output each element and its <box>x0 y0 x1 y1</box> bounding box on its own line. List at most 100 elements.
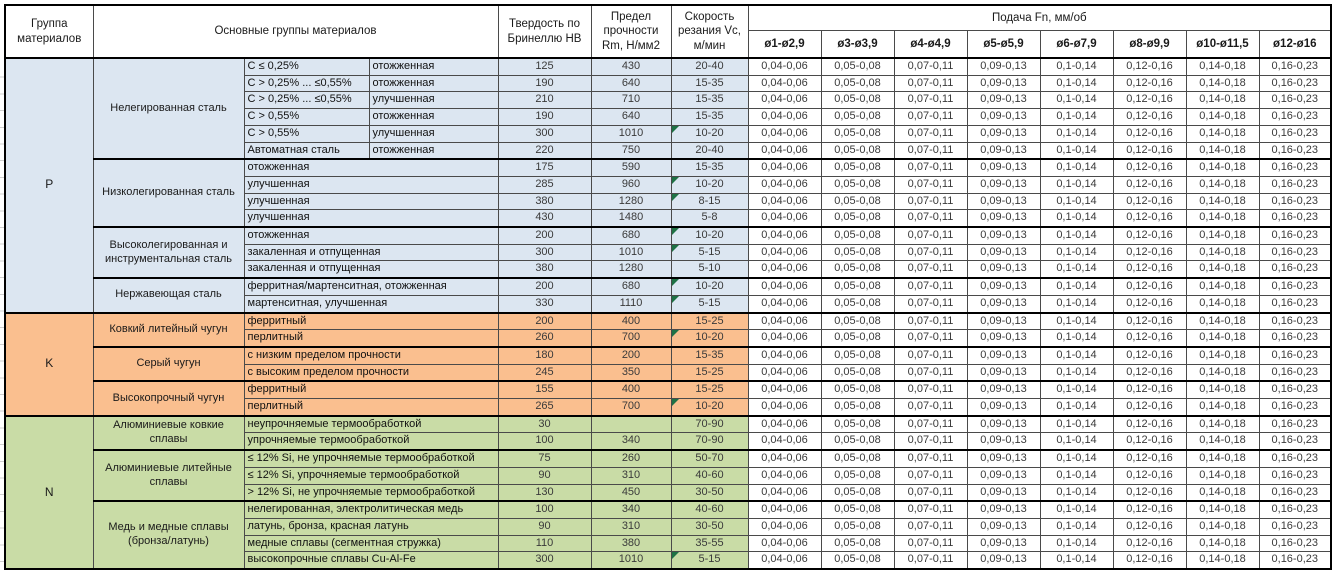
table-header: Группа материалов Основные группы матери… <box>4 4 1332 59</box>
rm-value-cell: 1010 <box>590 243 672 262</box>
vc-value-cell: 15-25 <box>670 380 749 400</box>
vc-value-cell: 15-35 <box>670 108 749 126</box>
table-row: улучшенная 430 1480 5-8 0,04-0,06 0,05-0,08 0,… <box>5 209 1332 229</box>
hb-value-cell: 190 <box>497 108 592 126</box>
feed-value-cell: 0,12-0,16 <box>1112 312 1187 331</box>
hb-value-cell: 30 <box>497 415 592 434</box>
material-desc-cell: закаленная и отпущенная <box>243 260 499 280</box>
comment-marker-icon <box>672 552 679 560</box>
feed-value-cell: 0,16-0,23 <box>1258 209 1332 229</box>
feed-value-cell: 0,05-0,08 <box>820 260 895 280</box>
hb-value-cell: 285 <box>497 175 592 194</box>
feed-value-cell: 0,14-0,18 <box>1185 294 1260 314</box>
hb-value-cell: 200 <box>497 277 592 296</box>
feed-value-cell: 0,09-0,13 <box>966 483 1041 503</box>
feed-value-cell: 0,04-0,06 <box>747 141 822 161</box>
feed-value-cell: 0,07-0,11 <box>893 551 968 570</box>
hb-value-cell: 190 <box>497 74 592 93</box>
feed-value-cell: 0,16-0,23 <box>1258 108 1332 126</box>
feed-value-cell: 0,16-0,23 <box>1258 329 1332 348</box>
feed-value-cell: 0,1-0,14 <box>1039 312 1114 331</box>
hb-value-cell: 125 <box>497 57 592 76</box>
feed-value-cell: 0,1-0,14 <box>1039 380 1114 400</box>
hb-value-cell: 210 <box>497 91 592 110</box>
material-desc-cell: перлитный <box>243 398 499 417</box>
feed-value-cell: 0,04-0,06 <box>747 124 822 143</box>
rm-value-cell: 1280 <box>590 260 672 280</box>
feed-value-cell: 0,16-0,23 <box>1258 57 1332 76</box>
feed-value-cell: 0,1-0,14 <box>1039 158 1114 177</box>
feed-value-cell: 0,05-0,08 <box>820 346 895 365</box>
feed-value-cell: 0,04-0,06 <box>747 192 822 211</box>
feed-value-cell: 0,16-0,23 <box>1258 551 1332 570</box>
feed-value-cell: 0,07-0,11 <box>893 243 968 262</box>
rm-value-cell: 260 <box>590 449 672 468</box>
hb-value-cell: 100 <box>497 500 592 519</box>
subgroup-cell: Нелегированная сталь <box>92 57 245 161</box>
feed-value-cell: 0,09-0,13 <box>966 158 1041 177</box>
feed-value-cell: 0,04-0,06 <box>747 57 822 76</box>
carbon-content-cell: C ≤ 0,25% <box>243 57 370 76</box>
carbon-content-cell: C > 0,25% ... ≤0,55% <box>243 91 370 110</box>
feed-value-cell: 0,07-0,11 <box>893 432 968 452</box>
hb-value-cell: 180 <box>497 346 592 365</box>
vc-value-cell: 30-50 <box>670 483 749 503</box>
state-cell: отожженная <box>368 57 499 76</box>
feed-value-cell: 0,16-0,23 <box>1258 294 1332 314</box>
vc-value-cell: 10-20 <box>670 124 749 143</box>
feed-value-cell: 0,04-0,06 <box>747 260 822 280</box>
material-desc-cell: ≤ 12% Si, упрочняемые термообработкой <box>243 466 499 485</box>
subgroup-cell: Алюминиевые литейные сплавы <box>92 449 245 503</box>
subgroup-cell: Нержавеющая сталь <box>92 277 245 314</box>
feed-value-cell: 0,12-0,16 <box>1112 175 1187 194</box>
hb-value-cell: 430 <box>497 209 592 229</box>
feed-value-cell: 0,1-0,14 <box>1039 466 1114 485</box>
feed-value-cell: 0,1-0,14 <box>1039 551 1114 570</box>
material-desc-cell: улучшенная <box>243 192 499 211</box>
hb-value-cell: 90 <box>497 466 592 485</box>
feed-value-cell: 0,14-0,18 <box>1185 243 1260 262</box>
feed-value-cell: 0,05-0,08 <box>820 380 895 400</box>
feed-value-cell: 0,07-0,11 <box>893 226 968 245</box>
rm-value-cell: 380 <box>590 534 672 553</box>
hb-value-cell: 265 <box>497 398 592 417</box>
feed-value-cell: 0,05-0,08 <box>820 432 895 452</box>
feed-value-cell: 0,05-0,08 <box>820 108 895 126</box>
feed-value-cell: 0,05-0,08 <box>820 449 895 468</box>
feed-value-cell: 0,16-0,23 <box>1258 175 1332 194</box>
feed-value-cell: 0,1-0,14 <box>1039 346 1114 365</box>
feed-value-cell: 0,16-0,23 <box>1258 74 1332 93</box>
header-hardness: Твердость по Бринеллю HB <box>497 4 592 59</box>
feed-value-cell: 0,07-0,11 <box>893 141 968 161</box>
feed-value-cell: 0,14-0,18 <box>1185 466 1260 485</box>
rm-value-cell: 710 <box>590 91 672 110</box>
feed-value-cell: 0,1-0,14 <box>1039 57 1114 76</box>
table-row: Высокопрочный чугун ферритный 155 400 15-25 0… <box>5 380 1332 417</box>
feed-value-cell: 0,12-0,16 <box>1112 415 1187 434</box>
feed-value-cell: 0,09-0,13 <box>966 449 1041 468</box>
vc-value-cell: 20-40 <box>670 57 749 76</box>
feed-value-cell: 0,12-0,16 <box>1112 432 1187 452</box>
feed-value-cell: 0,07-0,11 <box>893 534 968 553</box>
feed-value-cell: 0,07-0,11 <box>893 192 968 211</box>
rm-value-cell: 1280 <box>590 192 672 211</box>
feed-value-cell: 0,1-0,14 <box>1039 277 1114 296</box>
comment-marker-icon <box>672 245 679 252</box>
table-row: C > 0,55% улучшенная 300 1010 10-20 0,04-0,06… <box>5 124 1332 143</box>
table-row: медные сплавы (сегментная стружка) 110 380… <box>5 534 1332 553</box>
feed-value-cell: 0,04-0,06 <box>747 312 822 331</box>
feed-value-cell: 0,1-0,14 <box>1039 243 1114 262</box>
feed-value-cell: 0,05-0,08 <box>820 398 895 417</box>
table-row: Низколегированная сталь отожженная 175 590 1… <box>5 158 1332 229</box>
feed-value-cell: 0,1-0,14 <box>1039 329 1114 348</box>
table-row: Нержавеющая сталь ферритная/мартенситная,… <box>5 277 1332 314</box>
vc-value-cell: 8-15 <box>670 192 749 211</box>
feed-value-cell: 0,12-0,16 <box>1112 277 1187 296</box>
comment-marker-icon <box>672 177 679 184</box>
material-feed-table: Группа материалов Основные группы матери… <box>4 4 1333 570</box>
feed-value-cell: 0,14-0,18 <box>1185 226 1260 245</box>
state-cell: отожженная <box>368 74 499 93</box>
feed-value-cell: 0,05-0,08 <box>820 517 895 536</box>
feed-value-cell: 0,12-0,16 <box>1112 260 1187 280</box>
vc-value-cell: 50-70 <box>670 449 749 468</box>
